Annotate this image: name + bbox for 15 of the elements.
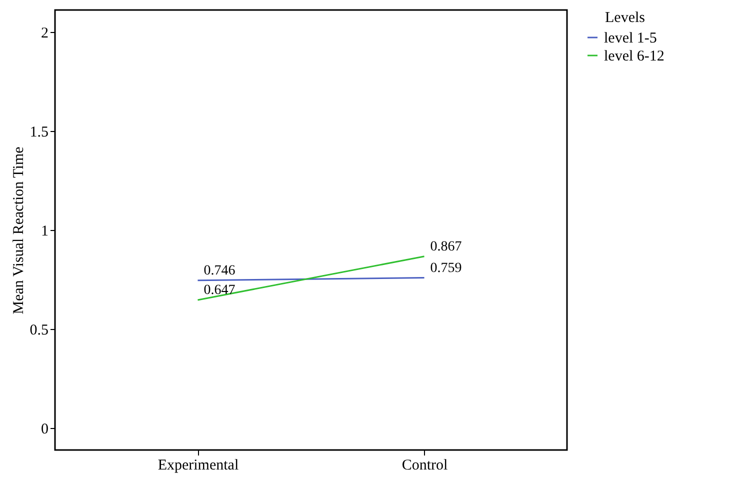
data-label: 0.759	[430, 260, 462, 276]
y-tick-label: 1	[41, 224, 48, 240]
data-label: 0.647	[204, 282, 236, 298]
x-tick-label: Control	[402, 458, 448, 474]
y-tick-label: 2	[41, 25, 48, 42]
y-axis-title: Mean Visual Reaction Time	[10, 146, 27, 314]
data-label: 0.746	[204, 263, 236, 278]
legend-label: level 6-12	[604, 48, 664, 64]
y-tick-label: 0	[41, 422, 48, 438]
x-tick-label: Experimental	[158, 458, 239, 474]
legend-label: level 1-5	[604, 30, 657, 46]
legend-title: Levels	[605, 10, 646, 26]
y-tick-label: 0.5	[30, 322, 48, 339]
y-tick-label: 1.5	[30, 124, 48, 140]
data-label: 0.867	[430, 239, 462, 254]
